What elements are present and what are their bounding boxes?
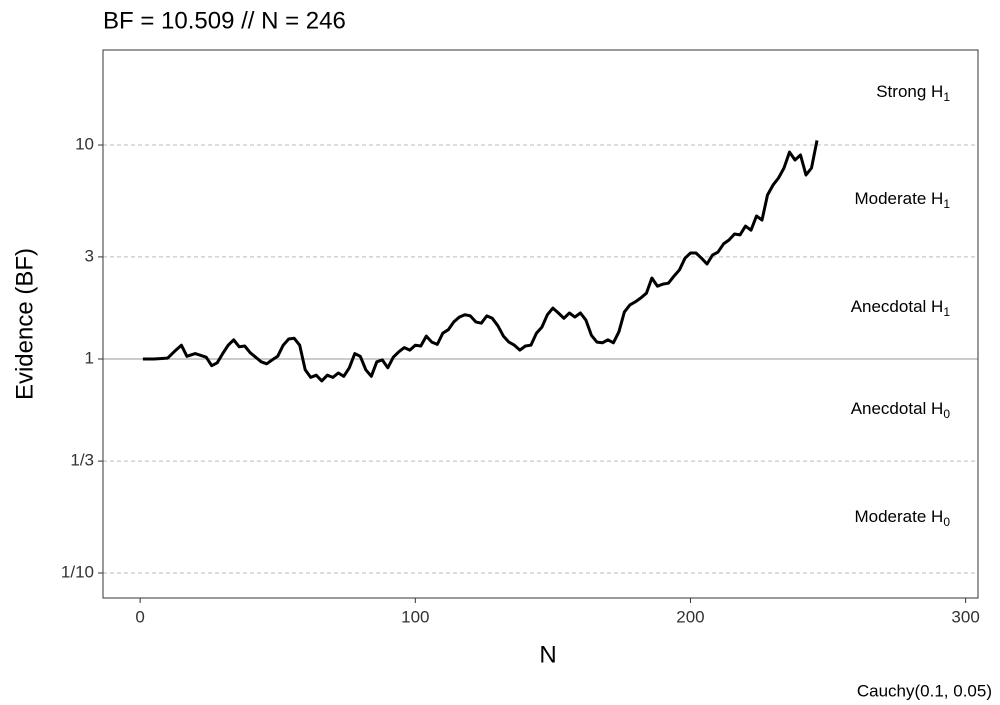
evidence-label-text: Moderate H <box>854 507 943 526</box>
bf-line <box>142 140 819 383</box>
x-tick-label: 200 <box>676 607 704 626</box>
y-tick-label: 1 <box>85 348 94 367</box>
caption: Cauchy(0.1, 0.05) <box>857 681 992 700</box>
evidence-label-sub: 1 <box>943 90 950 104</box>
y-axis-title: Evidence (BF) <box>11 248 38 400</box>
y-tick-label: 10 <box>75 135 94 154</box>
evidence-label-sub: 0 <box>943 407 950 421</box>
y-tick-label: 1/10 <box>61 562 94 581</box>
evidence-label: Moderate H1 <box>854 189 950 211</box>
y-tick-label: 1/3 <box>70 451 94 470</box>
evidence-label: Anecdotal H0 <box>851 399 951 421</box>
evidence-label-sub: 1 <box>943 197 950 211</box>
evidence-label-text: Moderate H <box>854 189 943 208</box>
evidence-label-text: Strong H <box>876 82 943 101</box>
x-tick-label: 300 <box>951 607 979 626</box>
evidence-label: Strong H1 <box>876 82 950 104</box>
plot-border <box>102 49 979 599</box>
evidence-label: Moderate H0 <box>854 507 950 529</box>
chart-title: BF = 10.509 // N = 246 <box>103 7 346 34</box>
x-tick-label: 0 <box>135 607 144 626</box>
evidence-label-text: Anecdotal H <box>851 399 944 418</box>
evidence-label-text: Anecdotal H <box>851 297 944 316</box>
evidence-label-sub: 0 <box>943 515 950 529</box>
evidence-label-sub: 1 <box>943 305 950 319</box>
x-tick-label: 100 <box>401 607 429 626</box>
x-axis-title: N <box>539 641 556 668</box>
y-tick-label: 3 <box>85 246 94 265</box>
evidence-label: Anecdotal H1 <box>851 297 951 319</box>
